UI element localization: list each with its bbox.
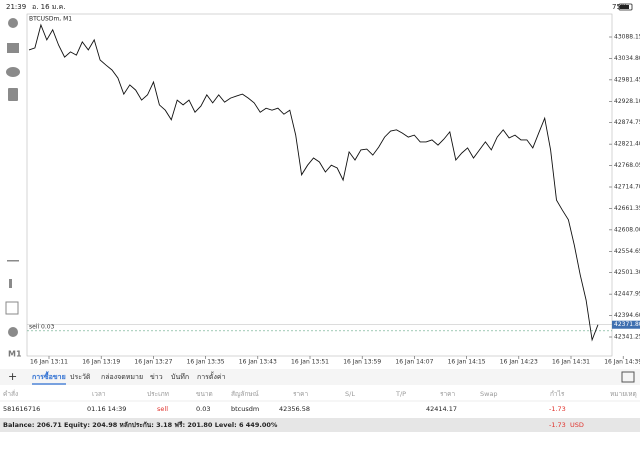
add-button[interactable]: + bbox=[8, 370, 17, 383]
expand-icon[interactable] bbox=[621, 371, 635, 383]
tab[interactable]: ประวัติ bbox=[70, 373, 91, 381]
tab[interactable]: การซื้อขาย bbox=[32, 370, 66, 381]
tab[interactable]: บันทึก bbox=[171, 372, 189, 381]
timeframe[interactable]: M1 bbox=[8, 350, 22, 359]
y-tick-label: 42874.75 bbox=[614, 119, 640, 126]
column-header: Swap bbox=[480, 390, 498, 398]
column-header: กำไร bbox=[550, 390, 565, 398]
trade-icon[interactable] bbox=[7, 43, 19, 53]
column-header: ขนาด bbox=[196, 390, 213, 398]
left-toolbar bbox=[5, 18, 20, 337]
x-tick-label: 16 Jan 14:07 bbox=[395, 359, 433, 366]
x-tick-label: 16 Jan 13:51 bbox=[291, 359, 329, 366]
x-tick-label: 16 Jan 13:35 bbox=[187, 359, 225, 366]
y-tick-label: 42661.35 bbox=[614, 205, 640, 212]
tab[interactable]: กล่องจดหมาย bbox=[101, 373, 143, 381]
x-tick-label: 16 Jan 14:31 bbox=[552, 359, 590, 366]
y-tick-label: 42981.45 bbox=[614, 76, 640, 83]
tabs: การซื้อขาย ประวัติ กล่องจดหมาย ข่าว บันทึก กา… bbox=[32, 370, 226, 385]
cell-type: sell bbox=[157, 405, 168, 413]
date: อ. 16 ม.ค. bbox=[32, 3, 66, 11]
column-header: S/L bbox=[345, 390, 355, 398]
y-tick-label: 42501.30 bbox=[614, 269, 640, 276]
chart: 43088.15 43034.80 42981.45 42928.10 42874.75… bbox=[27, 23, 640, 366]
clock: 21:39 bbox=[6, 3, 26, 11]
y-tick-label: 43088.15 bbox=[614, 34, 640, 41]
cell-symbol: btcusdm bbox=[231, 405, 259, 413]
tab-bar bbox=[0, 369, 640, 385]
cell-time: 01.16 14:39 bbox=[87, 405, 126, 413]
y-tick-label: 42341.25 bbox=[614, 334, 640, 341]
cell-open-price: 42356.58 bbox=[279, 405, 310, 413]
x-tick-label: 16 Jan 14:15 bbox=[448, 359, 486, 366]
price-tag bbox=[612, 320, 640, 329]
footer-bar bbox=[0, 418, 640, 432]
column-header: หมายเหตุ bbox=[610, 390, 637, 398]
y-tick-label: 42821.40 bbox=[614, 141, 640, 148]
cell-profit: -1.73 bbox=[549, 405, 566, 413]
x-tick-label: 16 Jan 13:27 bbox=[134, 359, 172, 366]
column-header: ราคา bbox=[440, 390, 455, 398]
price-line-series bbox=[28, 23, 599, 342]
cell-order: 581616716 bbox=[3, 405, 40, 413]
column-header: เวลา bbox=[92, 390, 106, 398]
currency: USD bbox=[570, 421, 584, 429]
column-header: T/P bbox=[395, 390, 406, 398]
x-tick-label: 16 Jan 13:19 bbox=[82, 359, 120, 366]
column-header: ประเภท bbox=[147, 390, 169, 398]
y-tick-label: 42608.00 bbox=[614, 226, 640, 233]
column-header: ราคา bbox=[293, 390, 308, 398]
column-header: คำสั่ง bbox=[3, 389, 18, 398]
y-tick-label: 42394.60 bbox=[614, 312, 640, 319]
indicator-icon[interactable] bbox=[5, 301, 19, 315]
y-tick-label: 42714.70 bbox=[614, 184, 640, 191]
account-icon[interactable] bbox=[8, 18, 18, 28]
chart-type-icon[interactable] bbox=[9, 279, 12, 288]
y-tick-label: 42447.95 bbox=[614, 291, 640, 298]
y-tick-label: 42554.65 bbox=[614, 248, 640, 255]
column-header: สัญลักษณ์ bbox=[231, 390, 259, 398]
battery-fill bbox=[620, 5, 629, 9]
symbol-label: BTCUSDm, M1 bbox=[29, 16, 72, 23]
total-profit: -1.73 bbox=[549, 421, 566, 429]
objects-icon[interactable] bbox=[8, 327, 18, 337]
chat-icon[interactable] bbox=[6, 67, 20, 77]
tab[interactable]: ข่าว bbox=[150, 373, 163, 381]
tab[interactable]: การตั้งค่า bbox=[197, 370, 226, 381]
y-tick-label: 43034.80 bbox=[614, 55, 640, 62]
x-tick-label: 16 Jan 14:23 bbox=[500, 359, 538, 366]
crosshair-icon[interactable] bbox=[7, 260, 19, 262]
add-icon[interactable] bbox=[8, 88, 18, 101]
order-label: sell 0.03 bbox=[29, 323, 55, 330]
cell-volume: 0.03 bbox=[196, 405, 210, 413]
battery-icon bbox=[618, 3, 633, 11]
x-tick-label: 16 Jan 13:11 bbox=[30, 359, 68, 366]
x-tick-label: 16 Jan 13:43 bbox=[239, 359, 277, 366]
account-summary: Balance: 206.71 Equity: 204.98 หลักประกั… bbox=[3, 421, 278, 429]
price-tag-label: 42371.80 bbox=[614, 321, 640, 328]
plot-frame bbox=[26, 13, 613, 357]
battery-level: 75% bbox=[612, 3, 628, 11]
x-tick-label: 16 Jan 14:39 bbox=[604, 359, 640, 366]
x-tick-label: 16 Jan 13:59 bbox=[343, 359, 381, 366]
trade-table: คำสั่ง เวลา ประเภท ขนาด สัญลักษณ์ ราคา S/L T/P ร… bbox=[0, 389, 640, 413]
y-tick-label: 42768.05 bbox=[614, 162, 640, 169]
cell-price: 42414.17 bbox=[426, 405, 457, 413]
y-tick-label: 42928.10 bbox=[614, 98, 640, 105]
